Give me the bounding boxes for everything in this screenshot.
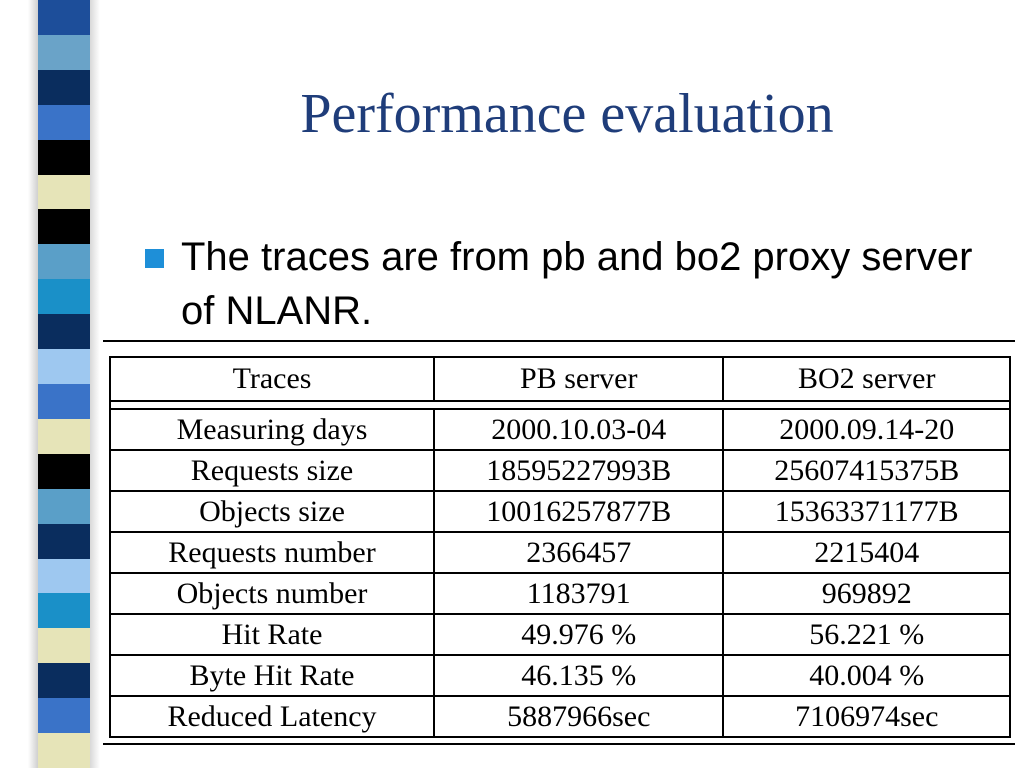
table-gap	[109, 400, 1011, 410]
table-cell: 25607415375B	[722, 449, 1011, 492]
bullet-text: The traces are from pb and bo2 proxy ser…	[181, 235, 973, 333]
square-bullet-icon	[145, 249, 164, 268]
stripe-block	[38, 349, 90, 384]
stripe-block	[38, 209, 90, 245]
table-cell: 40.004 %	[722, 654, 1011, 697]
table-row: Requests number 2366457 2215404	[108, 531, 1011, 574]
table-cell: 10016257877B	[433, 490, 725, 533]
table-cell: 2366457	[433, 531, 725, 574]
stripe-block	[38, 663, 90, 699]
table-cell: 969892	[722, 572, 1011, 615]
table-cell: 49.976 %	[433, 613, 725, 656]
table-cell: 46.135 %	[433, 654, 725, 697]
table-cell: Measuring days	[108, 408, 436, 451]
stripe-block	[38, 558, 90, 594]
table-cell: 18595227993B	[433, 449, 725, 492]
stripe-block	[38, 244, 90, 280]
table-cell: 2215404	[722, 531, 1011, 574]
header-traces: Traces	[108, 356, 436, 402]
table-cell: 56.221 %	[722, 613, 1011, 656]
table-cell: Objects number	[108, 572, 436, 615]
bullet-item: The traces are from pb and bo2 proxy ser…	[145, 230, 975, 338]
stripe-shadow-left	[28, 0, 38, 768]
table-cell: Reduced Latency	[108, 695, 436, 738]
stripe-block	[38, 279, 90, 315]
table-cell: 5887966sec	[433, 695, 725, 738]
table-row: Byte Hit Rate 46.135 % 40.004 %	[108, 654, 1011, 697]
table-cell: 2000.09.14-20	[722, 408, 1011, 451]
stripe-block	[38, 698, 90, 734]
stripe-block	[38, 418, 90, 454]
stripe-block	[38, 104, 90, 140]
stripe-block	[38, 139, 90, 175]
table-cell: 15363371177B	[722, 490, 1011, 533]
stripe-block	[38, 0, 90, 35]
stripe-block	[38, 34, 90, 70]
stripe-block	[38, 383, 90, 419]
table-cell: 1183791	[433, 572, 725, 615]
trace-table: Traces PB server BO2 server Measuring da…	[108, 356, 1011, 738]
table-row: Objects size 10016257877B 15363371177B	[108, 490, 1011, 533]
stripe-block	[38, 523, 90, 559]
table-row: Measuring days 2000.10.03-04 2000.09.14-20	[108, 408, 1011, 451]
table-cell: Objects size	[108, 490, 436, 533]
decorative-stripe	[38, 0, 90, 768]
table-cell: Requests size	[108, 449, 436, 492]
stripe-block	[38, 69, 90, 105]
stripe-block	[38, 174, 90, 210]
table-cell: 2000.10.03-04	[433, 408, 725, 451]
table-cell: Byte Hit Rate	[108, 654, 436, 697]
trace-table-image: Traces PB server BO2 server Measuring da…	[103, 340, 1015, 745]
table-header-row: Traces PB server BO2 server	[108, 356, 1011, 402]
table-row: Requests size 18595227993B 25607415375B	[108, 449, 1011, 492]
stripe-shadow-right	[90, 0, 100, 768]
header-pb-server: PB server	[433, 356, 725, 402]
stripe-block	[38, 314, 90, 350]
table-cell: 7106974sec	[722, 695, 1011, 738]
stripe-block	[38, 453, 90, 489]
stripe-block	[38, 628, 90, 664]
table-row: Hit Rate 49.976 % 56.221 %	[108, 613, 1011, 656]
slide-title: Performance evaluation	[300, 83, 834, 145]
table-row: Objects number 1183791 969892	[108, 572, 1011, 615]
table-cell: Hit Rate	[108, 613, 436, 656]
stripe-block	[38, 488, 90, 524]
header-bo2-server: BO2 server	[722, 356, 1011, 402]
table-cell: Requests number	[108, 531, 436, 574]
stripe-block	[38, 733, 90, 768]
stripe-block	[38, 593, 90, 629]
table-row: Reduced Latency 5887966sec 7106974sec	[108, 695, 1011, 738]
